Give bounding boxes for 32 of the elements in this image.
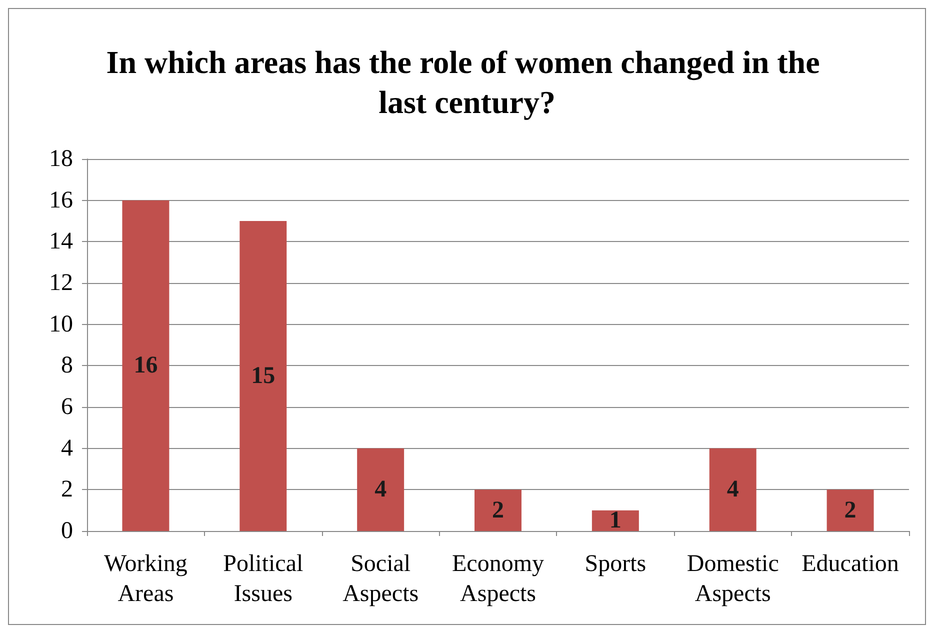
- y-tick-label: 8: [61, 352, 73, 379]
- bar: [592, 510, 639, 531]
- y-tick-label: 0: [61, 518, 73, 544]
- x-tick-label: Domestic Aspects: [686, 551, 779, 607]
- data-label: 4: [374, 476, 387, 503]
- data-label: 16: [134, 352, 158, 379]
- y-tick-label: 14: [49, 228, 73, 255]
- y-tick-label: 4: [61, 435, 73, 462]
- y-tick-label: 12: [49, 270, 73, 296]
- chart-title: In which areas has the role of women changed in the last century?: [106, 44, 828, 120]
- data-label: 4: [726, 476, 739, 503]
- x-tick-label: Education: [802, 551, 899, 577]
- y-tick-label: 18: [49, 146, 73, 172]
- bar: [826, 490, 874, 531]
- y-tick-label: 16: [49, 187, 73, 214]
- y-tick-label: 2: [61, 476, 73, 503]
- bar: [240, 221, 287, 531]
- bar: [357, 448, 404, 531]
- data-label: 1: [609, 508, 622, 534]
- data-label: 2: [492, 497, 504, 524]
- bar: [709, 448, 756, 531]
- y-tick-label: 6: [61, 394, 73, 420]
- x-tick-label: Sports: [584, 551, 646, 577]
- x-tick-label: Economy Aspects: [452, 551, 544, 607]
- data-label: 2: [844, 497, 856, 524]
- bar: [122, 200, 170, 531]
- y-tick-label: 10: [49, 311, 73, 338]
- x-tick-label: Social Aspects: [342, 551, 419, 607]
- x-tick-label: Working Areas: [104, 551, 188, 607]
- bar: [474, 490, 522, 531]
- data-label: 15: [251, 363, 276, 389]
- x-tick-label: Political Issues: [223, 551, 304, 607]
